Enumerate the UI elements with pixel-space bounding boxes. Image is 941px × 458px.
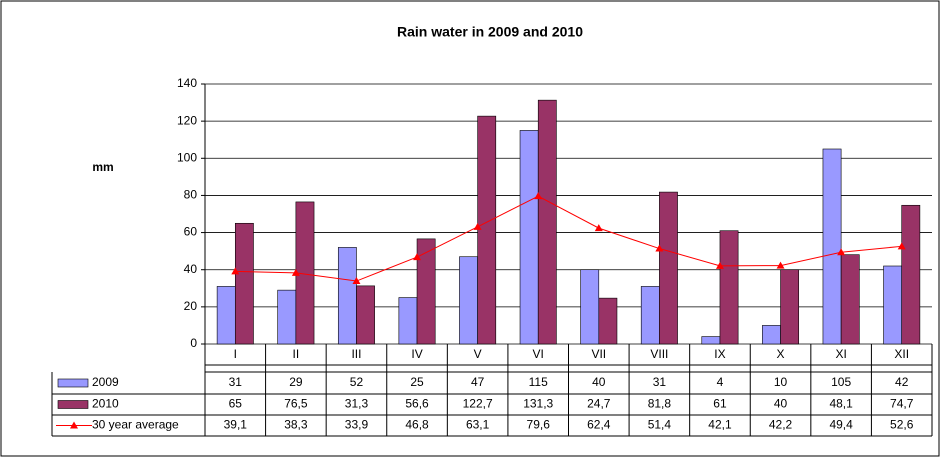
table-cell: 38,3 — [284, 418, 308, 432]
y-tick-label: 60 — [184, 225, 198, 239]
x-tick-label: VI — [533, 347, 544, 361]
table-cell: 31 — [229, 375, 243, 389]
bar — [338, 247, 356, 344]
x-tick-label: IV — [411, 347, 422, 361]
bar — [459, 257, 477, 344]
y-tick-label: 0 — [190, 336, 197, 350]
x-tick-label: III — [351, 347, 361, 361]
table-cell: 62,4 — [587, 418, 611, 432]
x-tick-label: XI — [835, 347, 846, 361]
x-tick-label: XII — [894, 347, 909, 361]
table-cell: 39,1 — [224, 418, 248, 432]
x-tick-label: VIII — [650, 347, 668, 361]
bar — [356, 286, 374, 344]
table-cell: 122,7 — [463, 397, 493, 411]
bar — [235, 223, 253, 344]
y-tick-label: 20 — [184, 299, 198, 313]
bar — [599, 298, 617, 344]
table-cell: 46,8 — [405, 418, 429, 432]
legend-label: 2009 — [92, 375, 119, 389]
chart-title: Rain water in 2009 and 2010 — [397, 24, 583, 40]
bar — [841, 255, 859, 344]
table-cell: 33,9 — [345, 418, 369, 432]
chart: Rain water in 2009 and 2010 mm 0 20 40 60 80… — [0, 0, 941, 458]
table-cell: 63,1 — [466, 418, 490, 432]
table-cell: 48,1 — [829, 397, 853, 411]
x-tick-label: IX — [714, 347, 725, 361]
bar — [399, 298, 417, 344]
bar — [538, 100, 556, 344]
table-cell: 65 — [229, 397, 243, 411]
table-cell: 24,7 — [587, 397, 611, 411]
table-cell: 40 — [592, 375, 606, 389]
x-tick-label: VII — [591, 347, 606, 361]
bar — [902, 205, 920, 344]
table-cell: 40 — [774, 397, 788, 411]
legend-swatch — [58, 379, 88, 387]
bar — [720, 231, 738, 344]
x-tick-label: X — [777, 347, 785, 361]
bar — [581, 270, 599, 344]
table-cell: 49,4 — [829, 418, 853, 432]
table-cell: 131,3 — [523, 397, 553, 411]
table-cell: 10 — [774, 375, 788, 389]
bar — [641, 286, 659, 344]
table-cell: 105 — [831, 375, 851, 389]
bar — [417, 239, 435, 344]
table-cell: 31 — [653, 375, 667, 389]
bar — [884, 266, 902, 344]
bar — [520, 130, 538, 344]
table-cell: 25 — [410, 375, 424, 389]
table-cell: 42,2 — [769, 418, 793, 432]
x-tick-label: I — [234, 347, 237, 361]
table-cell: 74,7 — [890, 397, 914, 411]
table-cell: 42 — [895, 375, 909, 389]
table-cell: 4 — [717, 375, 724, 389]
bar — [781, 270, 799, 344]
y-tick-label: 80 — [184, 188, 198, 202]
table-cell: 52,6 — [890, 418, 914, 432]
bar — [478, 116, 496, 344]
table-cell: 31,3 — [345, 397, 369, 411]
bar — [659, 192, 677, 344]
table-cell: 61 — [713, 397, 727, 411]
table-cell: 29 — [289, 375, 303, 389]
table-cell: 51,4 — [648, 418, 672, 432]
table-cell: 42,1 — [708, 418, 732, 432]
bar — [823, 149, 841, 344]
table-cell: 79,6 — [527, 418, 551, 432]
y-tick-label: 40 — [184, 262, 198, 276]
legend-label: 2010 — [92, 397, 119, 411]
table-cell: 52 — [350, 375, 364, 389]
legend-swatch — [58, 401, 88, 409]
table-cell: 81,8 — [648, 397, 672, 411]
legend-label: 30 year average — [92, 418, 179, 432]
x-tick-label: V — [474, 347, 482, 361]
x-tick-label: II — [293, 347, 300, 361]
y-tick-label: 120 — [177, 113, 197, 127]
y-tick-label: 100 — [177, 150, 197, 164]
bar — [217, 286, 235, 344]
table-cell: 115 — [529, 375, 548, 389]
table-cell: 56,6 — [405, 397, 429, 411]
bar — [702, 337, 720, 344]
bar — [762, 325, 780, 344]
y-tick-label: 140 — [177, 76, 197, 90]
bar — [278, 290, 296, 344]
y-axis-label: mm — [92, 160, 113, 174]
table-cell: 76,5 — [284, 397, 308, 411]
table-cell: 47 — [471, 375, 485, 389]
